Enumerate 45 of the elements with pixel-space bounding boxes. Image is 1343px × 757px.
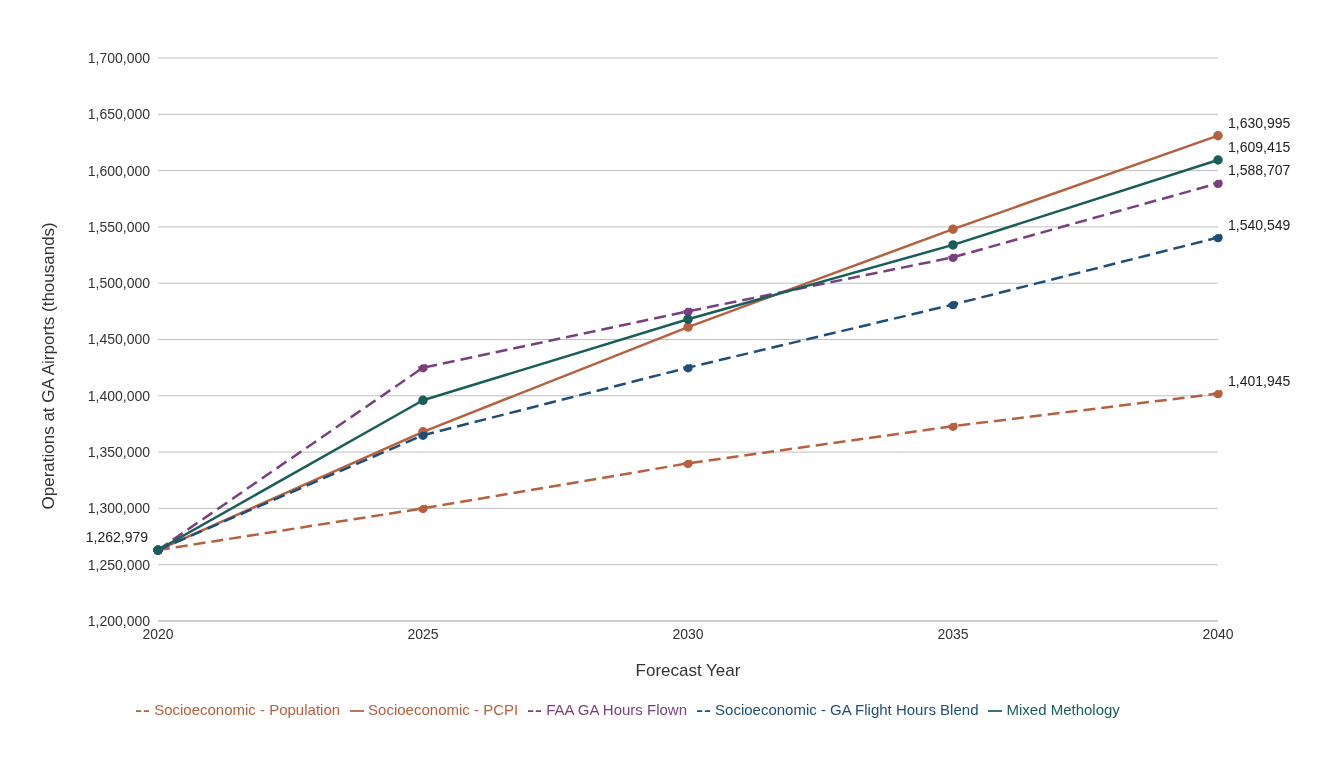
data-label: 1,630,995: [1228, 114, 1291, 131]
x-tick-label: 2035: [937, 625, 969, 642]
point: [683, 314, 693, 324]
point: [418, 395, 428, 406]
point: [418, 362, 428, 373]
y-tick-label: 1,350,000: [87, 444, 151, 461]
point: [1213, 178, 1223, 189]
y-tick-label: 1,550,000: [87, 218, 151, 235]
point: [418, 503, 428, 514]
y-tick-label: 1,400,000: [87, 387, 151, 404]
x-tick-label: 2030: [672, 625, 704, 642]
data-label: 1,609,415: [1228, 138, 1291, 155]
point: [1213, 388, 1223, 399]
point: [683, 306, 693, 317]
legend-label: Socioeconomic - PCPI: [368, 700, 519, 718]
x-axis-title: Forecast Year: [635, 660, 741, 680]
data-label: 1,401,945: [1228, 372, 1291, 389]
legend-label: Socioeconomic - GA Flight Hours Blend: [715, 700, 979, 718]
point: [683, 362, 693, 373]
y-tick-label: 1,600,000: [87, 162, 151, 179]
point: [1213, 155, 1223, 165]
y-tick-label: 1,450,000: [87, 331, 151, 348]
point: [948, 252, 958, 263]
data-label: 1,262,979: [85, 529, 149, 546]
y-tick-label: 1,250,000: [87, 556, 151, 573]
point: [683, 322, 693, 332]
point: [948, 299, 958, 310]
point: [948, 421, 958, 431]
y-tick-label: 1,500,000: [87, 275, 151, 292]
point: [1213, 232, 1223, 243]
y-axis-title: Operations at GA Airports (thousands): [39, 222, 59, 510]
y-tick-label: 1,650,000: [87, 106, 151, 123]
x-tick-label: 2040: [1202, 625, 1234, 642]
legend-label: Socioeconomic - Population: [154, 700, 341, 718]
point: [948, 224, 958, 234]
point: [683, 458, 693, 469]
data-label: 1,540,549: [1228, 216, 1291, 233]
data-label: 1,588,707: [1228, 162, 1291, 179]
point: [948, 240, 958, 250]
y-tick-label: 1,300,000: [87, 500, 151, 517]
y-tick-label: 1,700,000: [87, 49, 151, 66]
x-tick-label: 2025: [407, 625, 439, 642]
point: [1213, 130, 1223, 141]
legend-label: Mixed Methology: [1006, 700, 1120, 718]
legend-label: FAA GA Hours Flown: [546, 700, 688, 718]
